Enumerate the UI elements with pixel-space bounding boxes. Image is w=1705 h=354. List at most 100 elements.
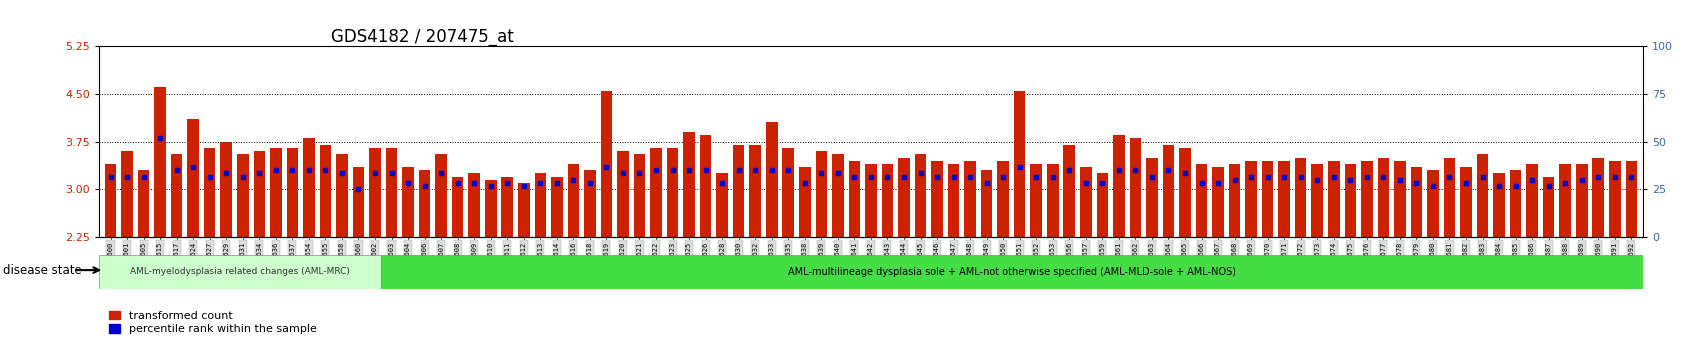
- Bar: [469, 173, 479, 237]
- Bar: [104, 164, 116, 237]
- Bar: [254, 151, 264, 237]
- Text: GDS4182 / 207475_at: GDS4182 / 207475_at: [331, 28, 513, 46]
- Bar: [881, 164, 893, 237]
- Bar: [667, 148, 679, 237]
- Bar: [1393, 161, 1405, 237]
- Bar: [205, 148, 215, 237]
- Bar: [1608, 161, 1620, 237]
- Bar: [1558, 164, 1570, 237]
- Bar: [1013, 91, 1025, 237]
- Bar: [435, 154, 447, 237]
- Bar: [699, 135, 711, 237]
- Bar: [1277, 161, 1289, 237]
- Bar: [380, 255, 1642, 289]
- Legend: transformed count, percentile rank within the sample: transformed count, percentile rank withi…: [104, 307, 321, 339]
- Bar: [1163, 145, 1173, 237]
- Bar: [336, 154, 348, 237]
- Bar: [1096, 173, 1108, 237]
- Bar: [1410, 167, 1422, 237]
- Bar: [1492, 173, 1504, 237]
- Bar: [220, 142, 232, 237]
- Bar: [914, 154, 926, 237]
- Bar: [1030, 164, 1042, 237]
- Bar: [1129, 138, 1141, 237]
- Bar: [948, 164, 958, 237]
- Bar: [1195, 164, 1207, 237]
- Bar: [931, 161, 943, 237]
- Bar: [1591, 158, 1603, 237]
- Bar: [303, 138, 314, 237]
- Bar: [1245, 161, 1257, 237]
- Bar: [864, 164, 876, 237]
- Bar: [153, 87, 165, 237]
- Bar: [385, 148, 397, 237]
- Bar: [286, 148, 298, 237]
- Bar: [1376, 158, 1388, 237]
- Bar: [99, 255, 380, 289]
- Bar: [650, 148, 662, 237]
- Bar: [1326, 161, 1338, 237]
- Bar: [237, 154, 249, 237]
- Bar: [568, 164, 578, 237]
- Bar: [1344, 164, 1355, 237]
- Bar: [1575, 164, 1587, 237]
- Bar: [783, 148, 793, 237]
- Bar: [402, 167, 414, 237]
- Bar: [121, 151, 133, 237]
- Bar: [1062, 145, 1074, 237]
- Bar: [1442, 158, 1454, 237]
- Bar: [716, 173, 728, 237]
- Bar: [1212, 167, 1222, 237]
- Bar: [501, 177, 513, 237]
- Bar: [980, 170, 992, 237]
- Bar: [484, 180, 496, 237]
- Text: AML-myelodysplasia related changes (AML-MRC): AML-myelodysplasia related changes (AML-…: [130, 267, 350, 276]
- Bar: [684, 132, 694, 237]
- Text: disease state: disease state: [3, 264, 82, 277]
- Bar: [353, 167, 365, 237]
- Bar: [897, 158, 909, 237]
- Bar: [798, 167, 810, 237]
- Bar: [748, 145, 760, 237]
- Bar: [1047, 164, 1057, 237]
- Bar: [1079, 167, 1091, 237]
- Bar: [452, 177, 464, 237]
- Bar: [815, 151, 827, 237]
- Bar: [733, 145, 743, 237]
- Bar: [534, 173, 546, 237]
- Bar: [1311, 164, 1323, 237]
- Bar: [1509, 170, 1521, 237]
- Bar: [1112, 135, 1124, 237]
- Bar: [617, 151, 629, 237]
- Bar: [1262, 161, 1272, 237]
- Bar: [368, 148, 380, 237]
- Bar: [551, 177, 563, 237]
- Bar: [633, 154, 644, 237]
- Bar: [1625, 161, 1637, 237]
- Bar: [319, 145, 331, 237]
- Bar: [1459, 167, 1471, 237]
- Bar: [1178, 148, 1190, 237]
- Bar: [1427, 170, 1437, 237]
- Bar: [583, 170, 595, 237]
- Bar: [1361, 161, 1373, 237]
- Bar: [832, 154, 844, 237]
- Bar: [1228, 164, 1240, 237]
- Bar: [847, 161, 859, 237]
- Bar: [1146, 158, 1158, 237]
- Bar: [518, 183, 529, 237]
- Bar: [1526, 164, 1536, 237]
- Bar: [188, 119, 199, 237]
- Bar: [269, 148, 281, 237]
- Bar: [1294, 158, 1306, 237]
- Bar: [600, 91, 612, 237]
- Bar: [766, 122, 777, 237]
- Bar: [1541, 177, 1553, 237]
- Bar: [138, 170, 150, 237]
- Bar: [1477, 154, 1487, 237]
- Text: AML-multilineage dysplasia sole + AML-not otherwise specified (AML-MLD-sole + AM: AML-multilineage dysplasia sole + AML-no…: [788, 267, 1236, 277]
- Bar: [997, 161, 1008, 237]
- Bar: [418, 170, 430, 237]
- Bar: [963, 161, 975, 237]
- Bar: [170, 154, 182, 237]
